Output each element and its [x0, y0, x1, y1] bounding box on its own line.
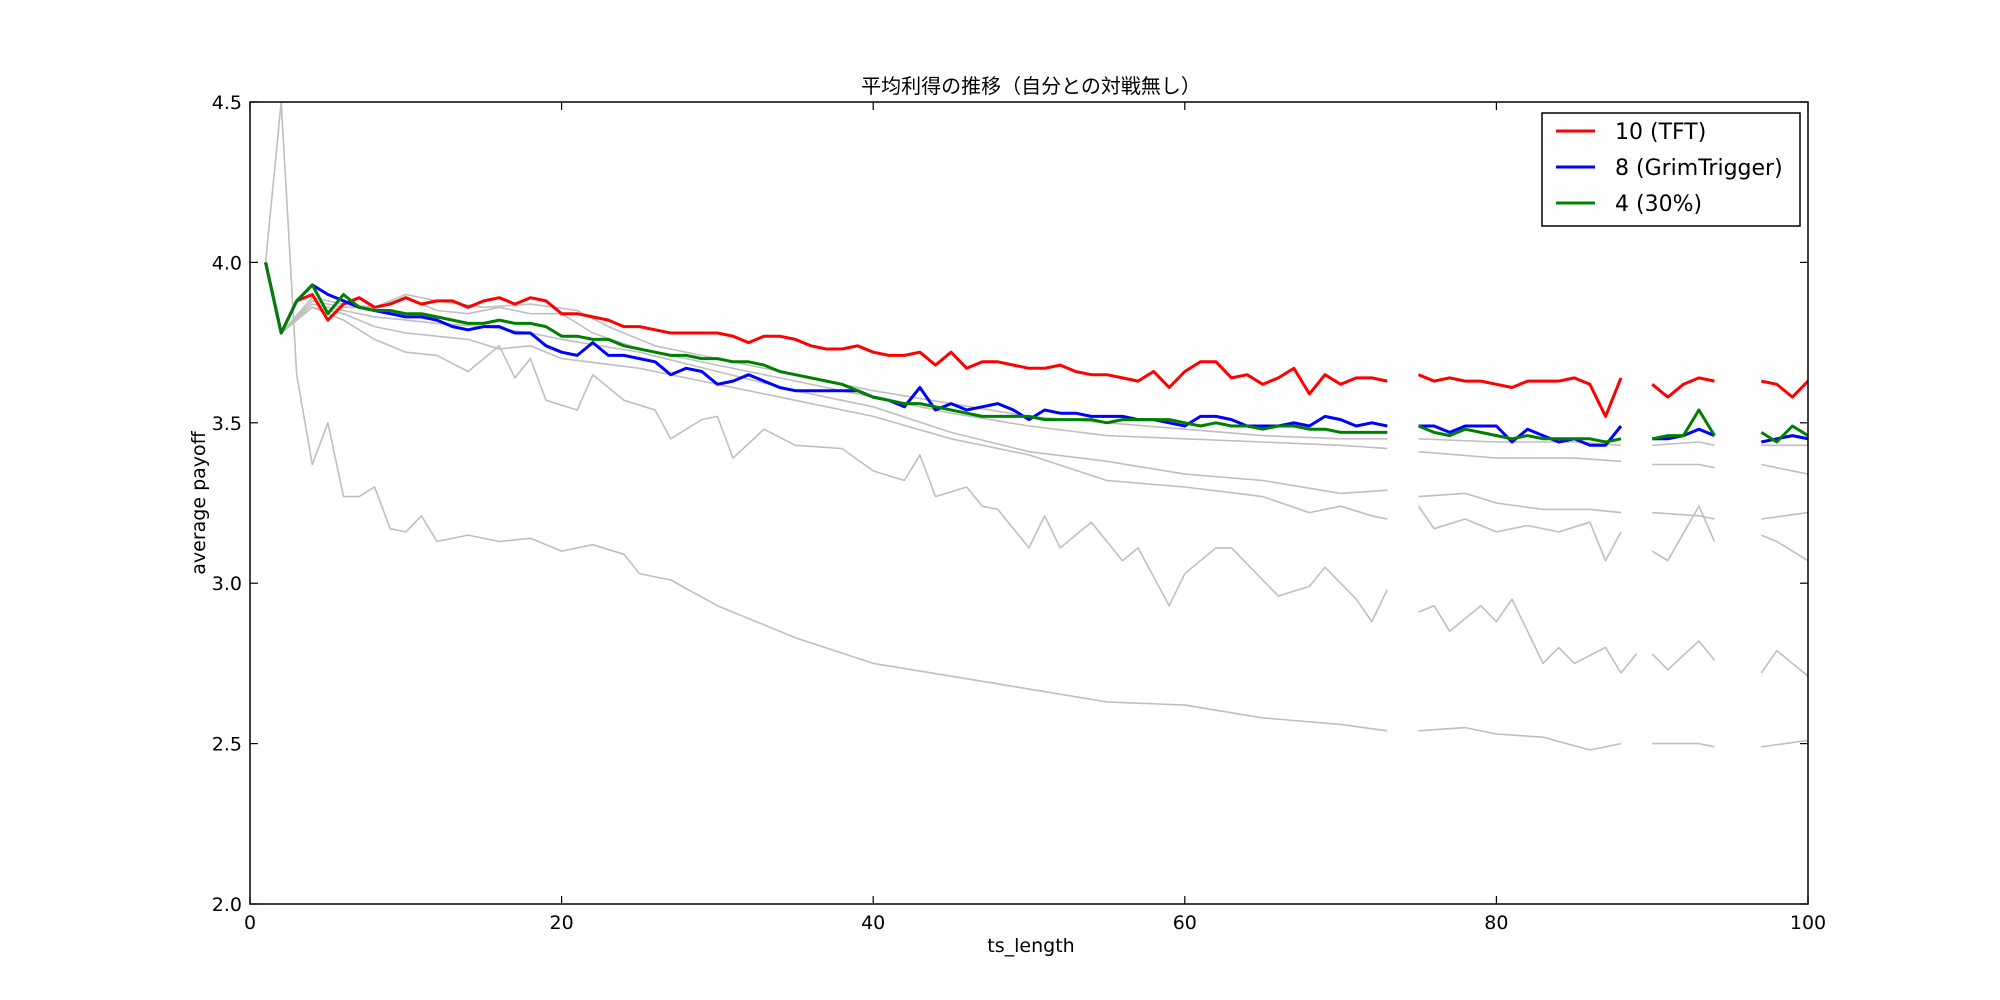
x-tick-label: 100 [1790, 912, 1826, 934]
y-tick-label: 2.5 [212, 734, 242, 756]
legend-label: 8 (GrimTrigger) [1615, 156, 1783, 181]
y-tick-label: 4.0 [212, 252, 242, 274]
background-series-line-5 [264, 262, 1808, 447]
legend: 10 (TFT) 8 (GrimTrigger) 4 (30%) [1541, 112, 1801, 227]
y-tick-label: 3.0 [212, 573, 242, 595]
series-line-8 [264, 262, 1808, 444]
x-tick-label: 80 [1484, 912, 1508, 934]
legend-label: 10 (TFT) [1615, 120, 1706, 145]
x-axis-label: ts_length [987, 935, 1074, 957]
x-tick-label: 40 [861, 912, 885, 934]
series-layer [264, 102, 1808, 751]
series-line-6 [264, 262, 1808, 418]
legend-label: 4 (30%) [1615, 192, 1702, 217]
background-series-line-1 [264, 262, 1808, 677]
x-tick-label: 60 [1173, 912, 1197, 934]
plot-frame [249, 101, 1809, 905]
y-tick-label: 2.0 [212, 894, 242, 916]
y-axis-label: average payoff [188, 430, 210, 574]
background-series-line-3 [264, 262, 1808, 520]
chart-title: 平均利得の推移（自分との対戦無し） [861, 74, 1201, 98]
x-tick-label: 0 [244, 912, 256, 934]
x-tick-label: 20 [550, 912, 574, 934]
background-series-line-0 [264, 102, 1808, 751]
background-series-line-4 [264, 262, 1808, 475]
tick-layer: 0 20 40 60 80 100 2.0 2.5 3.0 3.5 4.0 4.5 [212, 92, 1826, 934]
y-tick-label: 3.5 [212, 413, 242, 435]
background-series-line-2 [264, 262, 1808, 562]
y-tick-label: 4.5 [212, 92, 242, 114]
series-line-7 [264, 262, 1808, 447]
